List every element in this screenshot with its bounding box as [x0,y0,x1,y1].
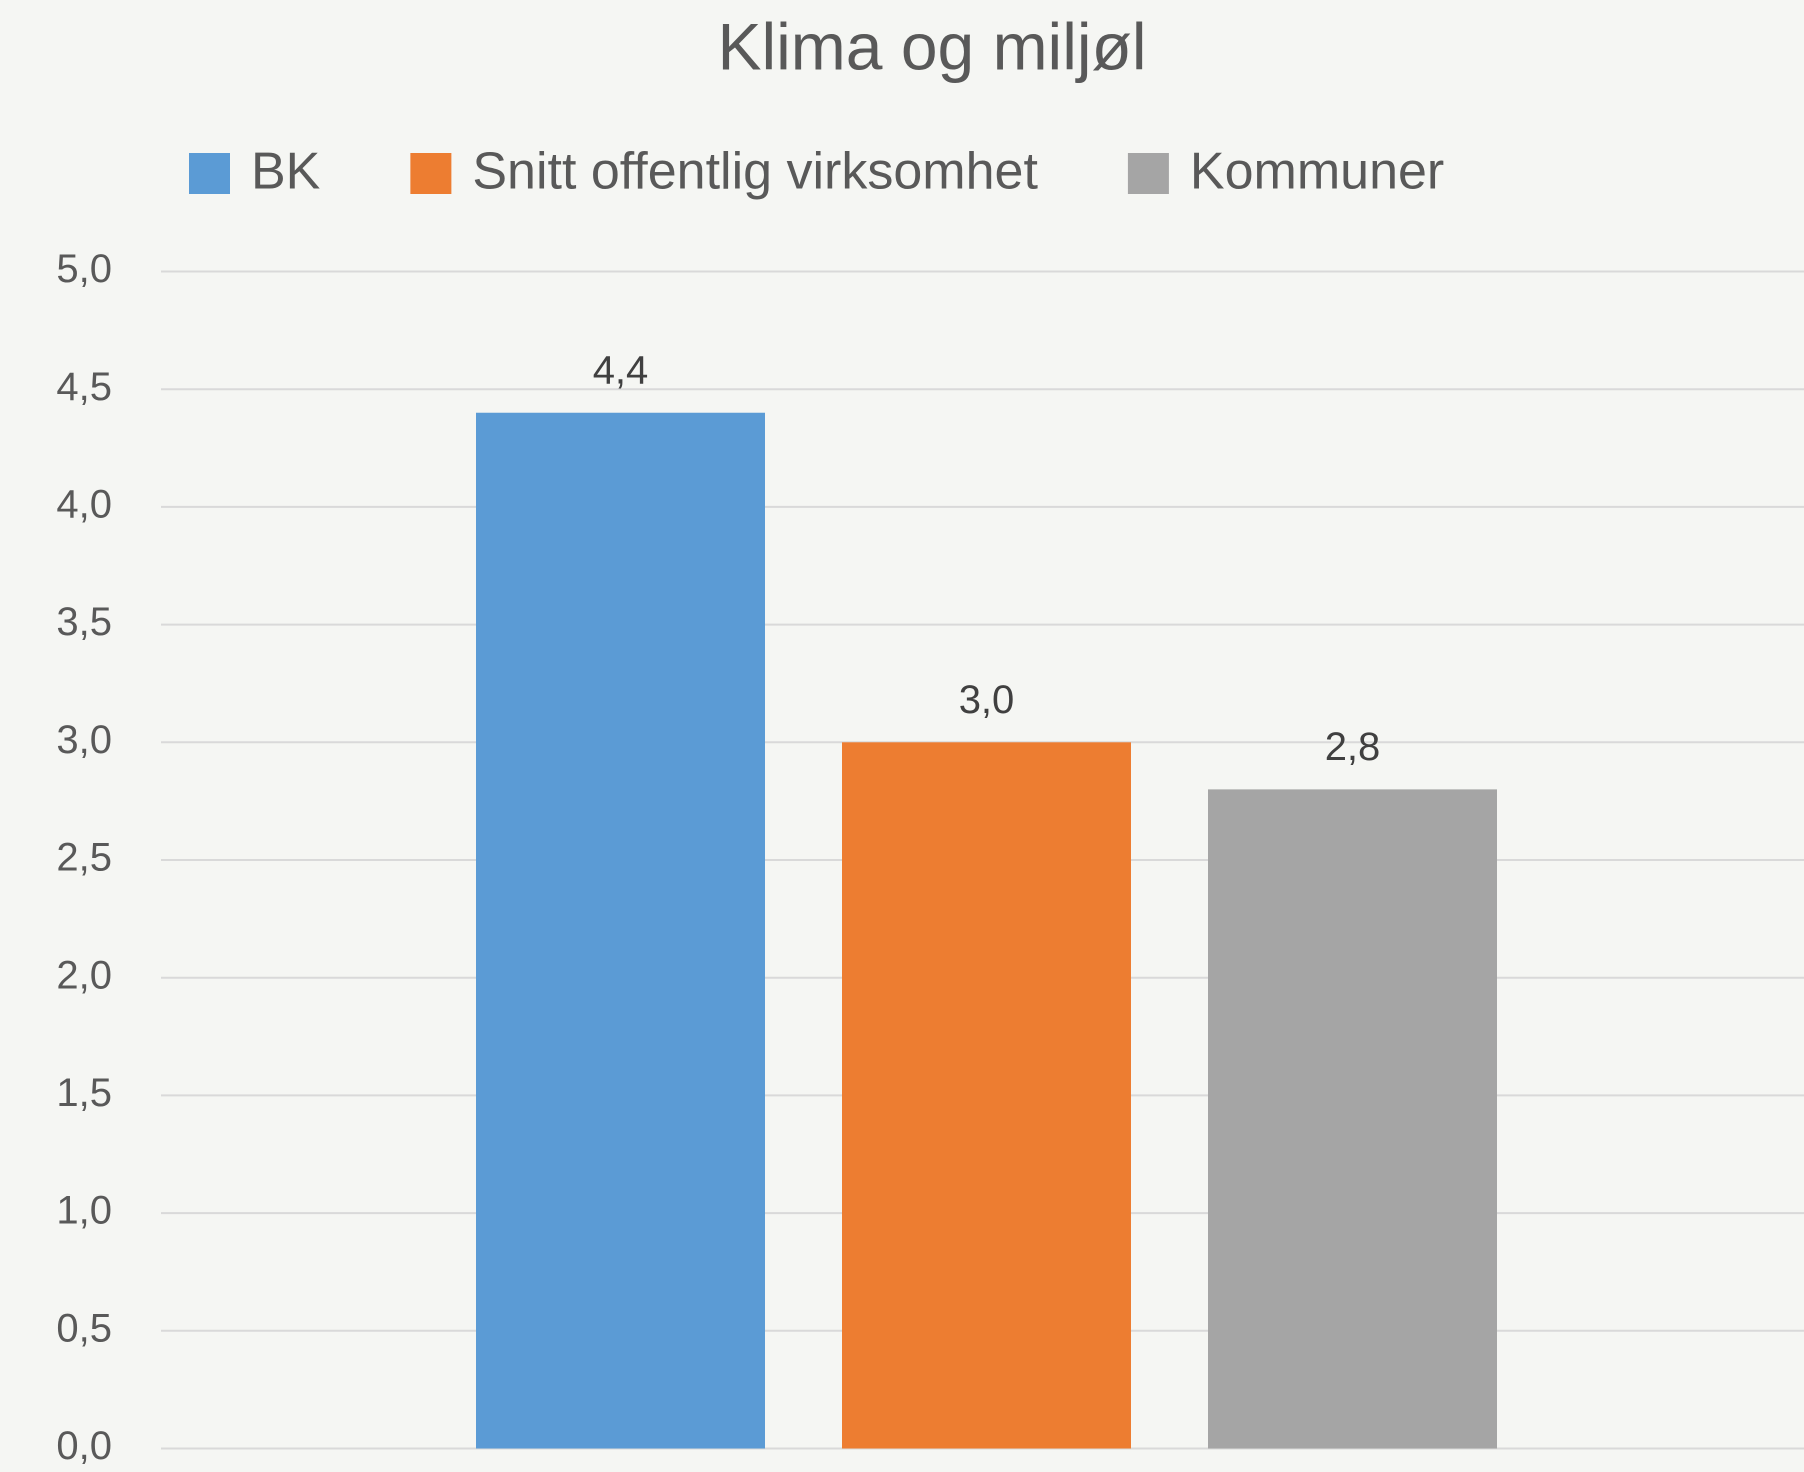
y-tick-label: 2,0 [56,953,112,997]
legend-swatch [1127,153,1169,194]
data-label: 4,4 [593,348,649,392]
data-label: 3,0 [959,678,1015,722]
y-tick-label: 4,5 [56,365,112,409]
y-tick-label: 0,5 [56,1306,112,1350]
legend-label: Kommuner [1190,143,1444,201]
chart-title: Klima og miljøl [717,9,1146,83]
y-tick-label: 0,0 [56,1424,112,1468]
bar [1208,789,1497,1449]
y-tick-label: 5,0 [56,247,112,291]
bar [476,412,765,1449]
bar [842,742,1131,1449]
y-tick-label: 2,5 [56,836,112,880]
data-label: 2,8 [1325,725,1381,769]
y-tick-label: 3,0 [56,718,112,762]
legend-label: BK [251,143,321,201]
y-tick-label: 1,5 [56,1071,112,1115]
y-tick-label: 3,5 [56,600,112,644]
legend-swatch [189,153,230,194]
legend-swatch [410,153,452,194]
legend-label: Snitt offentlig virksomhet [472,143,1038,201]
y-tick-label: 1,0 [56,1189,112,1233]
y-tick-label: 4,0 [56,482,112,526]
